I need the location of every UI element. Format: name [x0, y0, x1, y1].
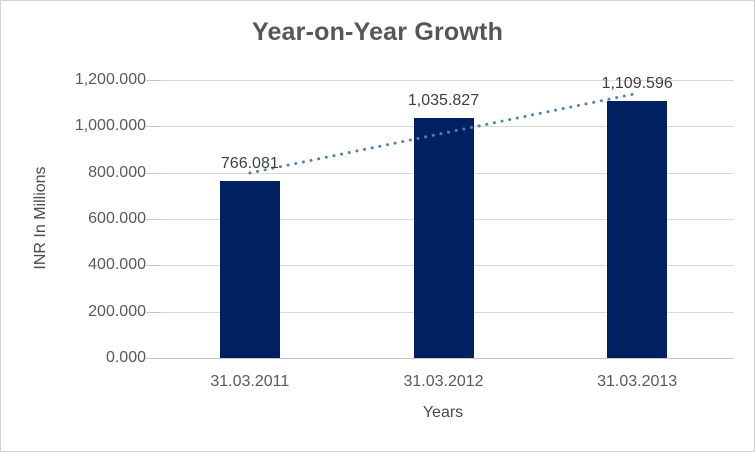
chart-title: Year-on-Year Growth: [251, 18, 504, 46]
y-tick-label: 0.000: [105, 349, 146, 366]
y-tick-mark: [146, 126, 161, 127]
bar-data-label: 1,109.596: [601, 74, 673, 92]
y-tick-mark: [146, 80, 161, 81]
y-axis-title: INR In Millions: [32, 166, 49, 270]
x-tick-label: 31.03.2012: [403, 373, 484, 390]
y-tick-label: 800.000: [88, 164, 146, 181]
y-tick-mark: [146, 358, 161, 359]
bar-data-label: 766.081: [220, 154, 279, 172]
y-tick-label: 200.000: [88, 303, 146, 320]
x-tick-label: 31.03.2013: [597, 373, 678, 390]
x-axis-line: [151, 358, 734, 359]
y-tick-mark: [146, 219, 161, 220]
y-tick-label: 400.000: [88, 256, 146, 273]
x-axis-title: Years: [422, 404, 464, 421]
trendline: [248, 91, 639, 175]
y-tick-mark: [146, 173, 161, 174]
y-tick-mark: [146, 265, 161, 266]
y-tick-mark: [146, 312, 161, 313]
y-tick-label: 600.000: [88, 210, 146, 227]
bar: [607, 100, 668, 358]
bar: [413, 118, 474, 358]
x-tick-label: 31.03.2011: [210, 373, 290, 390]
bar-data-label: 1,035.827: [407, 92, 480, 110]
bar: [219, 180, 280, 358]
gridline: [153, 80, 734, 81]
y-tick-label: 1,000.000: [74, 117, 146, 134]
y-tick-label: 1,200.000: [74, 71, 146, 88]
